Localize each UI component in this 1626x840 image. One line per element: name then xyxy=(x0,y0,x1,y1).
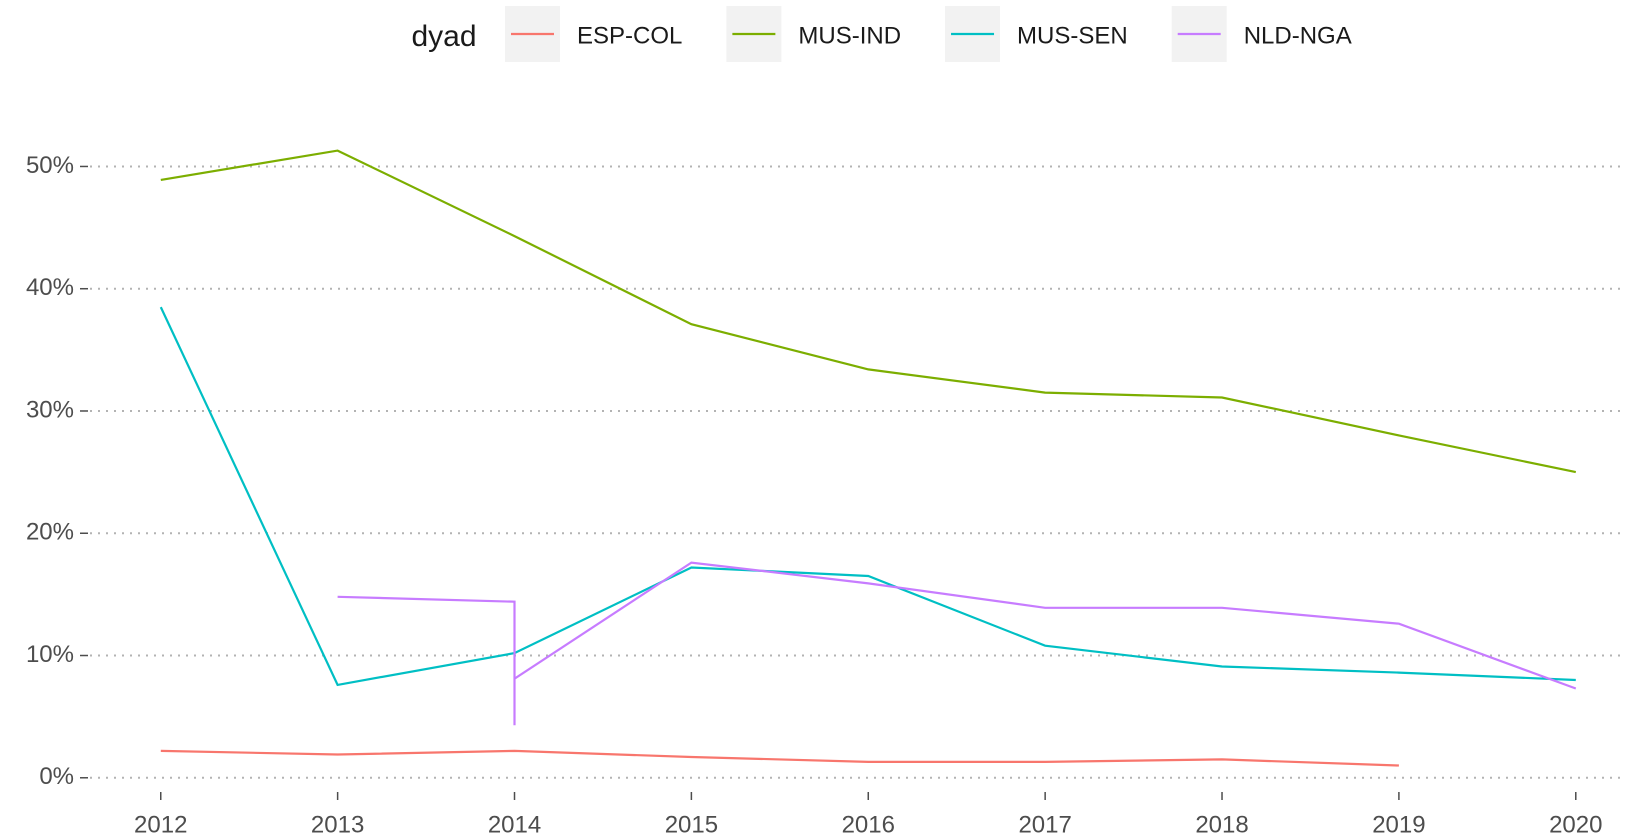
legend-label: MUS-SEN xyxy=(1017,22,1128,49)
y-tick-label: 50% xyxy=(26,152,74,179)
y-tick-label: 10% xyxy=(26,641,74,668)
y-tick-label: 20% xyxy=(26,519,74,546)
x-tick-label: 2015 xyxy=(665,811,718,838)
y-tick-label: 30% xyxy=(26,396,74,423)
y-tick-label: 0% xyxy=(39,763,74,790)
x-tick-label: 2016 xyxy=(842,811,895,838)
legend-label: NLD-NGA xyxy=(1244,22,1352,49)
line xyxy=(160,749,1399,767)
x-tick-label: 2012 xyxy=(134,811,187,838)
line xyxy=(160,149,1577,474)
x-tick-label: 2017 xyxy=(1018,811,1071,838)
x-tick-label: 2014 xyxy=(488,811,541,838)
y-tick-label: 40% xyxy=(26,274,74,301)
x-tick-label: 2020 xyxy=(1549,811,1602,838)
legend-label: ESP-COL xyxy=(577,22,682,49)
x-tick-label: 2018 xyxy=(1195,811,1248,838)
line xyxy=(159,306,1576,687)
x-tick-label: 2019 xyxy=(1372,811,1425,838)
x-tick-label: 2013 xyxy=(311,811,364,838)
legend-label: MUS-IND xyxy=(798,22,901,49)
line xyxy=(337,561,1577,726)
legend-title: dyad xyxy=(411,20,476,53)
